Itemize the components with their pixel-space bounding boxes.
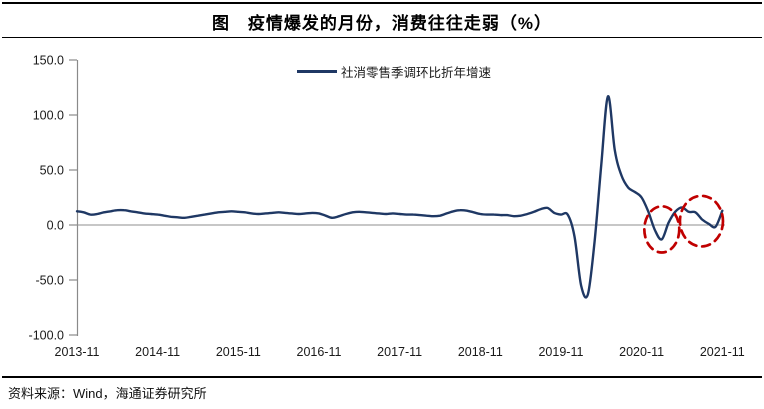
highlight-ellipse-1 — [642, 204, 681, 254]
highlight-ellipse-2 — [678, 194, 725, 248]
x-tick-label: 2018-11 — [458, 345, 503, 359]
footer-divider — [2, 376, 762, 378]
legend-label: 社消零售季调环比折年增速 — [341, 66, 492, 80]
y-tick-label: -100.0 — [29, 329, 64, 343]
x-tick-label: 2021-11 — [700, 345, 745, 359]
y-tick-label: 50.0 — [40, 164, 64, 178]
series-line — [75, 95, 724, 299]
title-divider — [2, 37, 762, 38]
x-tick-label: 2014-11 — [135, 345, 180, 359]
y-tick-label: -50.0 — [36, 274, 65, 288]
x-tick-label: 2017-11 — [377, 345, 422, 359]
y-tick-label: 150.0 — [33, 54, 64, 68]
x-tick-label: 2013-11 — [55, 345, 100, 359]
source-note: 资料来源：Wind，海通证券研究所 — [8, 386, 207, 401]
figure-title: 图 疫情爆发的月份，消费往往走弱（%） — [211, 14, 553, 33]
chart-legend: 社消零售季调环比折年增速 — [297, 62, 491, 81]
y-tick-label: 0.0 — [47, 219, 64, 233]
x-tick-label: 2015-11 — [216, 345, 261, 359]
x-tick-label: 2020-11 — [619, 345, 664, 359]
top-divider — [2, 2, 762, 4]
y-tick-label: 100.0 — [33, 109, 64, 123]
x-tick-label: 2019-11 — [538, 345, 583, 359]
legend-line-swatch — [297, 70, 337, 73]
x-tick-label: 2016-11 — [297, 345, 342, 359]
